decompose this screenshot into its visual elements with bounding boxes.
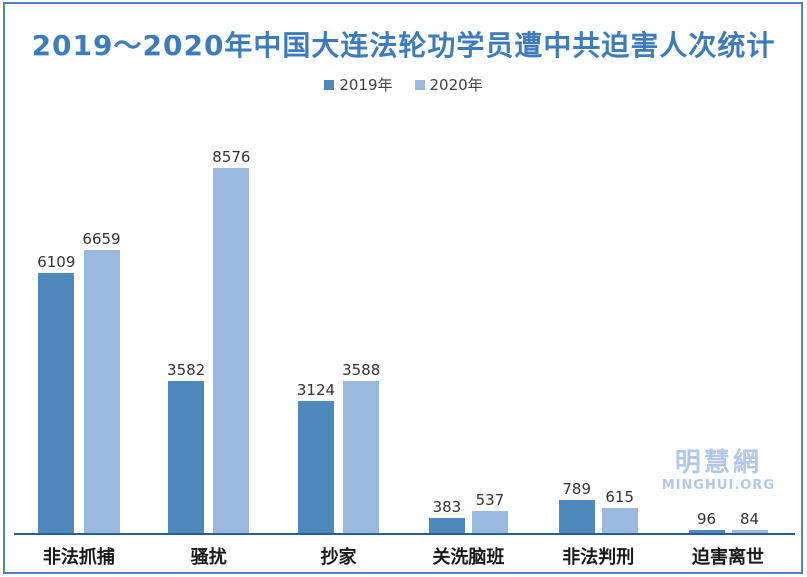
- bar-value-label: 84: [740, 509, 760, 528]
- bar-group: 96 84: [663, 140, 793, 534]
- bar: [168, 381, 205, 534]
- bar-with-label: 537: [471, 490, 508, 534]
- bar-value-label: 3588: [342, 360, 381, 379]
- bar-value-label: 96: [697, 509, 717, 528]
- bar-with-label: 6659: [82, 229, 121, 534]
- bar: [428, 518, 465, 534]
- bar-group: 3124 3588: [274, 140, 404, 534]
- bar-group: 789 615: [533, 140, 663, 534]
- bar: [297, 401, 334, 534]
- bar-with-label: 84: [731, 509, 768, 534]
- bar: [558, 500, 595, 534]
- category-axis-labels: 非法抓捕 骚扰 抄家 关洗脑班 非法判刑 迫害离世: [14, 543, 793, 569]
- legend-label-2019: 2019年: [339, 76, 393, 94]
- minghui-url: MINGHUI.ORG: [661, 478, 775, 494]
- bar: [38, 273, 75, 534]
- legend-swatch-2019-icon: [324, 79, 335, 90]
- bar-group: 383 537: [403, 140, 533, 534]
- bar: [601, 508, 638, 534]
- legend-label-2020: 2020年: [429, 76, 483, 94]
- category-label: 迫害离世: [692, 547, 765, 568]
- bar-with-label: 3588: [342, 360, 381, 534]
- bar: [471, 511, 508, 534]
- bar-with-label: 96: [688, 509, 725, 534]
- bar: [343, 381, 380, 534]
- bar-value-label: 537: [475, 490, 505, 509]
- bar-with-label: 789: [558, 479, 595, 534]
- category-label: 非法判刑: [562, 547, 635, 568]
- bar-group: 3582 8576: [144, 140, 274, 534]
- minghui-logo: 明慧網: [674, 448, 762, 478]
- bar: [688, 530, 725, 534]
- bar: [213, 168, 250, 534]
- bar-with-label: 615: [601, 487, 638, 534]
- bar-value-label: 3582: [167, 360, 206, 379]
- x-axis-line: [14, 533, 795, 535]
- category-label: 关洗脑班: [432, 547, 505, 568]
- bar-with-label: 383: [428, 497, 465, 534]
- category-label: 非法抓捕: [42, 547, 115, 568]
- bar-with-label: 3124: [296, 380, 336, 534]
- watermark: 明慧網 MINGHUI.ORG: [661, 448, 775, 494]
- bar-group: 6109 6659: [14, 140, 144, 534]
- bar-value-label: 8576: [212, 147, 251, 166]
- legend-swatch-2020-icon: [414, 79, 425, 90]
- legend-item-2019: 2019年: [324, 74, 393, 95]
- bar-value-label: 615: [605, 487, 635, 506]
- legend-item-2020: 2020年: [414, 74, 483, 95]
- bar-with-label: 3582: [167, 360, 206, 534]
- bar-value-label: 789: [562, 479, 592, 498]
- legend: 2019年 2020年: [0, 74, 807, 95]
- category-label: 骚扰: [190, 547, 227, 568]
- bar-value-label: 6109: [37, 252, 76, 271]
- bar: [731, 530, 768, 534]
- bar-with-label: 8576: [212, 147, 251, 534]
- bar-with-label: 6109: [37, 252, 76, 534]
- plot-area: 6109 6659 3582 8576 3124 3588 383 537 789 615 96 84: [14, 140, 793, 534]
- chart-title: 2019～2020年中国大连法轮功学员遭中共迫害人次统计: [31, 29, 776, 62]
- category-label: 抄家: [320, 547, 357, 568]
- bar: [83, 250, 120, 534]
- bar-value-label: 3124: [296, 380, 336, 399]
- bar-value-label: 6659: [82, 229, 121, 248]
- bar-value-label: 383: [432, 497, 462, 516]
